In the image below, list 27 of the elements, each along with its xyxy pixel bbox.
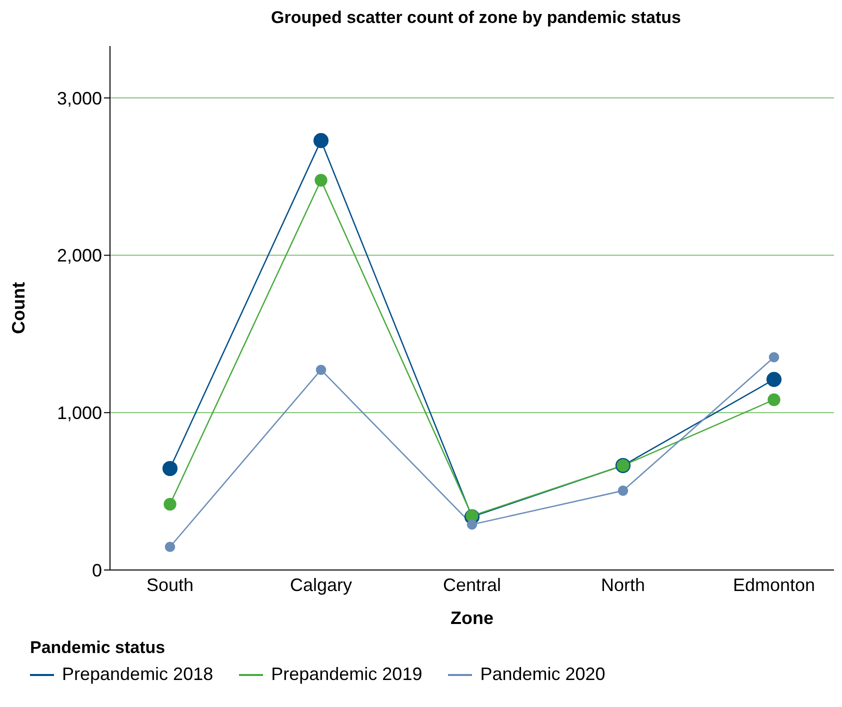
y-tick-label: 3,000 [56,88,102,108]
x-tick-label: Central [442,574,502,595]
legend-label: Prepandemic 2019 [271,664,422,685]
y-tick-label: 0 [92,560,102,580]
y-axis-title: Count [8,282,28,334]
point [466,519,478,530]
point [164,542,176,552]
chart-title: Grouped scatter count of zone by pandemic status [270,8,682,28]
point [164,498,176,511]
point [768,393,780,406]
point [768,352,780,362]
point [314,174,328,187]
point [618,486,628,496]
x-tick-label: Calgary [290,574,352,595]
y-tick-label: 2,000 [56,246,102,266]
point [766,372,782,387]
legend-title: Pandemic status [30,638,166,658]
x-tick-label: Edmonton [732,574,816,595]
x-tick-label: South [146,574,194,595]
legend-label: Pandemic 2020 [480,664,606,685]
x-tick-label: North [600,574,646,595]
point [316,364,326,375]
point [313,133,329,148]
y-tick-label: 1,000 [56,403,102,424]
point [162,460,178,476]
legend-label: Prepandemic 2018 [62,664,214,685]
x-axis-title: Zone [450,608,494,628]
